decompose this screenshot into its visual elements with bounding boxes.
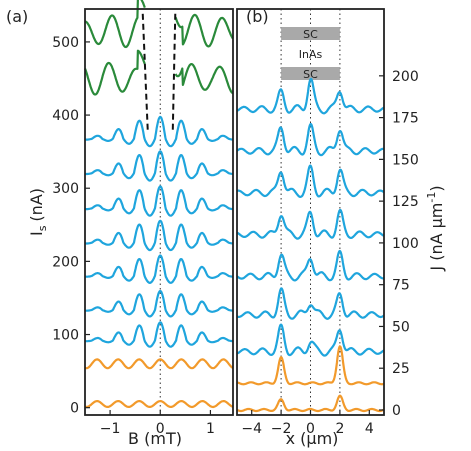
- panel-a-series-3: [84, 150, 234, 182]
- panel-a-ytick-label-2: 200: [52, 254, 79, 270]
- schematic-sc-bottom: [281, 67, 340, 80]
- panel-b-ylabel: J (nA μm-1): [425, 185, 446, 271]
- panel-b-series-8: [236, 394, 385, 413]
- panel-b-series-0: [236, 77, 385, 115]
- panel-b-series-7: [236, 345, 385, 386]
- panel-b-xtick-label-4: 4: [365, 421, 374, 437]
- panel-b-series-2: [236, 164, 385, 198]
- panel-b-series-4: [236, 249, 385, 282]
- panel-a-ylabel: Is (nA): [27, 188, 49, 236]
- panel-a-ytick-label-5: 500: [52, 35, 79, 51]
- panel-a-ylabel-main: I: [27, 231, 46, 236]
- panel-a-ytick-label-0: 0: [70, 401, 79, 417]
- panel-a-series-9: [84, 358, 234, 370]
- panel-a-series-10: [84, 400, 234, 409]
- panel-b-xtick-label-3: 2: [335, 421, 344, 437]
- panel-b-ytick-label-2: 50: [392, 319, 410, 335]
- panel-b-ytick-label-1: 25: [392, 361, 410, 377]
- panel-b-ytick-label-7: 175: [392, 111, 419, 127]
- panel-b-ytick-label-6: 150: [392, 152, 419, 168]
- panel-b-ylabel-sup: -1: [425, 192, 438, 203]
- panel-b-ylabel-main: J (nA μm: [427, 203, 446, 272]
- panel-b-xlabel: x (μm): [286, 429, 339, 448]
- panel-b-ytick-label-3: 75: [392, 278, 410, 294]
- panel-b-ylabel-close: ): [427, 185, 446, 191]
- panel-b-series-1: [236, 123, 385, 157]
- panel-a-ytick-label-3: 300: [52, 181, 79, 197]
- panel-b-series-5: [236, 287, 385, 320]
- svg-text:J (nA μm-1): J (nA μm-1): [425, 185, 446, 271]
- panel-a-series-0: [84, 0, 234, 49]
- schematic-sc-top: [281, 27, 340, 40]
- panel-a-ylabel-unit: (nA): [27, 188, 46, 222]
- schematic-inas-label: InAs: [299, 48, 323, 61]
- panel-b-xtick-label-0: −4: [241, 421, 262, 437]
- panel-a-ylabel-sub: s: [36, 225, 49, 231]
- panel-b-series-3: [236, 208, 385, 240]
- panel-a-series-8: [84, 321, 234, 348]
- panel-b-ytick-label-8: 200: [392, 69, 419, 85]
- panel-a-series-4: [84, 185, 234, 217]
- panel-b-xtick-label-1: −2: [271, 421, 292, 437]
- panel-a-label: (a): [6, 7, 28, 26]
- panel-a-xtick-label-0: −1: [100, 421, 121, 437]
- panel-a-frame: [84, 8, 234, 416]
- panel-b-ytick-label-5: 125: [392, 194, 419, 210]
- panel-a-series-1: [83, 49, 234, 96]
- panel-b-ytick-label-0: 0: [392, 403, 401, 419]
- panel-a-series-2: [84, 115, 234, 148]
- panel-b: SC InAs SC −4 −2 0 2 4 0 25 50 75 100 125 150 175 200: [236, 9, 419, 437]
- panel-a-series-6: [84, 254, 234, 284]
- panel-a-xtick-label-2: 1: [206, 421, 215, 437]
- panel-a-dashed-line-0: [141, 12, 149, 130]
- panel-b-ytick-label-4: 100: [392, 236, 419, 252]
- svg-text:Is(nA): Is (nA): [27, 188, 49, 236]
- panel-a-xlabel: B (mT): [128, 429, 182, 448]
- panel-a-xtick-label-1: 0: [156, 421, 165, 437]
- panel-b-label: (b): [246, 7, 269, 26]
- panel-b-series-6: [236, 323, 385, 357]
- panel-a-series-7: [84, 289, 234, 318]
- panel-a: −1 0 1 0 100 200 300 400 500: [52, 0, 234, 437]
- panel-a-dashed-line-1: [171, 12, 177, 130]
- panel-a-ytick-label-4: 400: [52, 108, 79, 124]
- schematic-sc-top-label: SC: [303, 28, 318, 41]
- panel-a-series-5: [84, 219, 234, 252]
- panel-b-xtick-label-2: 0: [306, 421, 315, 437]
- schematic-sc-bottom-label: SC: [303, 68, 318, 81]
- panel-a-ytick-label-1: 100: [52, 328, 79, 344]
- panel-b-frame: [236, 8, 385, 416]
